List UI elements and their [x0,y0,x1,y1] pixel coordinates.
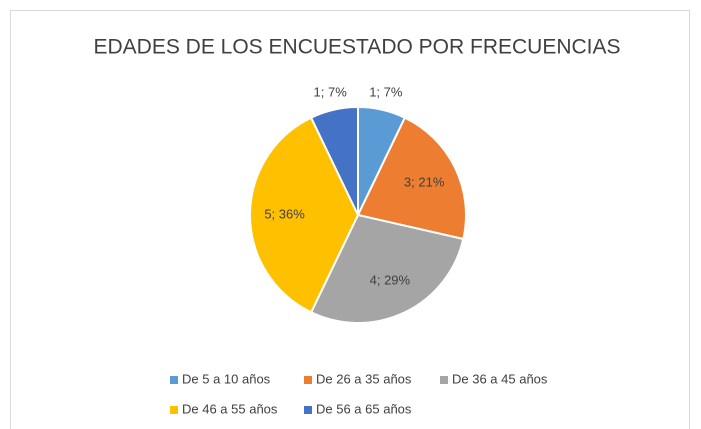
data-label: 1; 7% [314,85,348,100]
pie-slice [249,116,360,314]
legend-swatch [440,376,448,384]
pie-slice [309,105,359,216]
legend-label: De 36 a 45 años [452,371,548,386]
legend-label: De 46 a 55 años [182,401,278,416]
chart-title: EDADES DE LOS ENCUESTADO POR FRECUENCIAS [93,36,620,59]
data-label: 4; 29% [370,273,411,288]
pie-slice [356,116,467,241]
legend-swatch [304,406,312,414]
data-label: 5; 36% [264,206,305,221]
data-label: 1; 7% [369,85,403,100]
legend-swatch [170,376,178,384]
data-label: 3; 21% [404,175,445,190]
legend-label: De 56 a 65 años [316,401,412,416]
legend-swatch [170,406,178,414]
legend-label: De 26 a 35 años [316,371,412,386]
pie-slice [309,213,465,324]
legend-label: De 5 a 10 años [182,371,271,386]
legend-swatch [304,376,312,384]
